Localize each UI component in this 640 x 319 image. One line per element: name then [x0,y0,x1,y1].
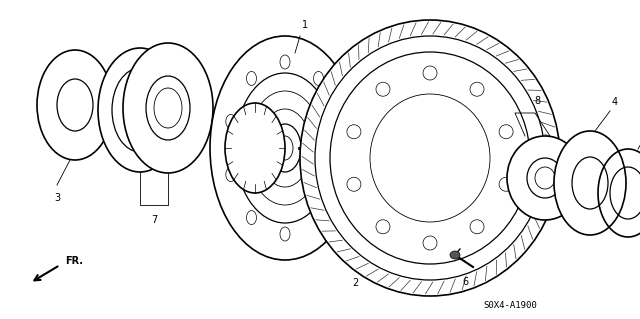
Ellipse shape [347,177,361,191]
Ellipse shape [537,167,553,179]
Ellipse shape [158,87,178,101]
Ellipse shape [225,103,285,193]
Ellipse shape [347,125,361,139]
Text: 2: 2 [352,278,358,288]
Ellipse shape [334,115,344,129]
Ellipse shape [226,167,236,182]
Ellipse shape [280,227,290,241]
Ellipse shape [280,55,290,69]
Text: 8: 8 [534,96,540,106]
Ellipse shape [554,131,626,235]
Ellipse shape [572,157,608,209]
Ellipse shape [499,125,513,139]
Text: 4: 4 [612,97,618,107]
Ellipse shape [259,109,311,187]
Text: 1: 1 [302,20,308,30]
Ellipse shape [370,94,490,222]
Ellipse shape [537,180,553,192]
Ellipse shape [334,167,344,182]
Text: S0X4-A1900: S0X4-A1900 [483,300,537,309]
Ellipse shape [314,211,323,225]
Ellipse shape [507,136,583,220]
Text: FR.: FR. [65,256,83,266]
Ellipse shape [376,82,390,96]
Text: 3: 3 [54,193,60,203]
Ellipse shape [376,220,390,234]
Ellipse shape [537,172,553,184]
Ellipse shape [246,211,257,225]
Ellipse shape [158,90,178,104]
Ellipse shape [158,98,178,112]
Ellipse shape [146,76,190,140]
Ellipse shape [355,138,365,158]
Ellipse shape [527,158,563,198]
Ellipse shape [158,96,178,110]
Ellipse shape [537,175,553,187]
Ellipse shape [535,167,555,189]
Ellipse shape [537,177,553,189]
Ellipse shape [210,36,360,260]
Ellipse shape [330,52,530,264]
Ellipse shape [98,48,182,172]
Ellipse shape [158,104,178,118]
Ellipse shape [537,164,553,176]
Ellipse shape [226,115,236,129]
Text: 6: 6 [462,277,468,287]
Ellipse shape [470,82,484,96]
Ellipse shape [158,109,178,123]
Ellipse shape [123,43,213,173]
Ellipse shape [277,136,293,160]
Ellipse shape [269,124,301,172]
Ellipse shape [154,88,182,128]
Ellipse shape [158,112,178,126]
Ellipse shape [247,91,323,205]
Ellipse shape [315,36,545,280]
Ellipse shape [37,50,113,160]
Ellipse shape [499,177,513,191]
Ellipse shape [423,236,437,250]
Ellipse shape [470,220,484,234]
Ellipse shape [423,66,437,80]
Ellipse shape [57,79,93,131]
Ellipse shape [300,20,560,296]
Ellipse shape [537,169,553,181]
Ellipse shape [246,71,257,85]
Text: 7: 7 [151,215,157,225]
Ellipse shape [112,68,168,152]
Ellipse shape [158,115,178,129]
Ellipse shape [314,71,323,85]
Ellipse shape [158,101,178,115]
Ellipse shape [158,107,178,120]
Ellipse shape [450,251,460,259]
Ellipse shape [158,93,178,107]
Ellipse shape [235,73,335,223]
